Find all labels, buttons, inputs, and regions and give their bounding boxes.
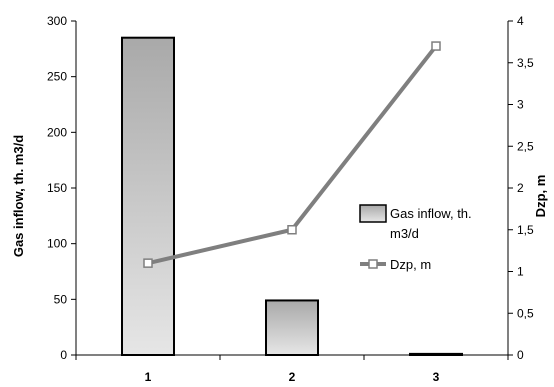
legend-bar-label-line2: m3/d [390,226,419,241]
y-right-tick-label: 0,5 [517,306,534,320]
legend: Gas inflow, th. m3/d Dzp, m [359,204,472,272]
line-point [143,258,153,268]
bar [265,299,319,356]
y-right-tick-label: 2,5 [517,139,534,153]
legend-line-marker [368,259,378,269]
y-left-tick-label: 50 [54,292,68,306]
labels-layer: 0 50 100 150 200 250 300 0 0,5 1 1,5 2 2,5 3 3,5 4 1 2 3 [47,14,534,384]
legend-bar-label-line1: Gas inflow, th. [390,206,472,221]
y-left-tick-label: 100 [47,237,67,251]
bar [409,352,463,356]
line-point [287,225,297,235]
legend-bar-swatch [359,204,387,223]
y-right-tick-label: 4 [517,14,524,28]
bars-layer [121,36,463,356]
y-right-tick-label: 2 [517,181,524,195]
y-right-tick-label: 1 [517,265,524,279]
x-tick-label: 1 [145,370,152,384]
y-left-tick-label: 250 [47,70,67,84]
legend-line-label: Dzp, m [390,257,431,272]
y-axis-left-title: Gas inflow, th. m3/d [11,135,26,257]
line-layer [143,41,441,268]
y-left-tick-label: 150 [47,181,67,195]
y-right-tick-label: 3,5 [517,56,534,70]
y-axis-right-title: Dzp, m [533,175,548,218]
x-tick-label: 3 [433,370,440,384]
y-right-tick-label: 0 [517,348,524,362]
line-point [431,41,441,51]
y-right-tick-label: 1,5 [517,223,534,237]
y-left-tick-label: 300 [47,14,67,28]
x-tick-label: 2 [289,370,296,384]
y-right-tick-label: 3 [517,98,524,112]
bar [121,36,175,356]
y-left-tick-label: 200 [47,125,67,139]
y-left-tick-label: 0 [60,348,67,362]
